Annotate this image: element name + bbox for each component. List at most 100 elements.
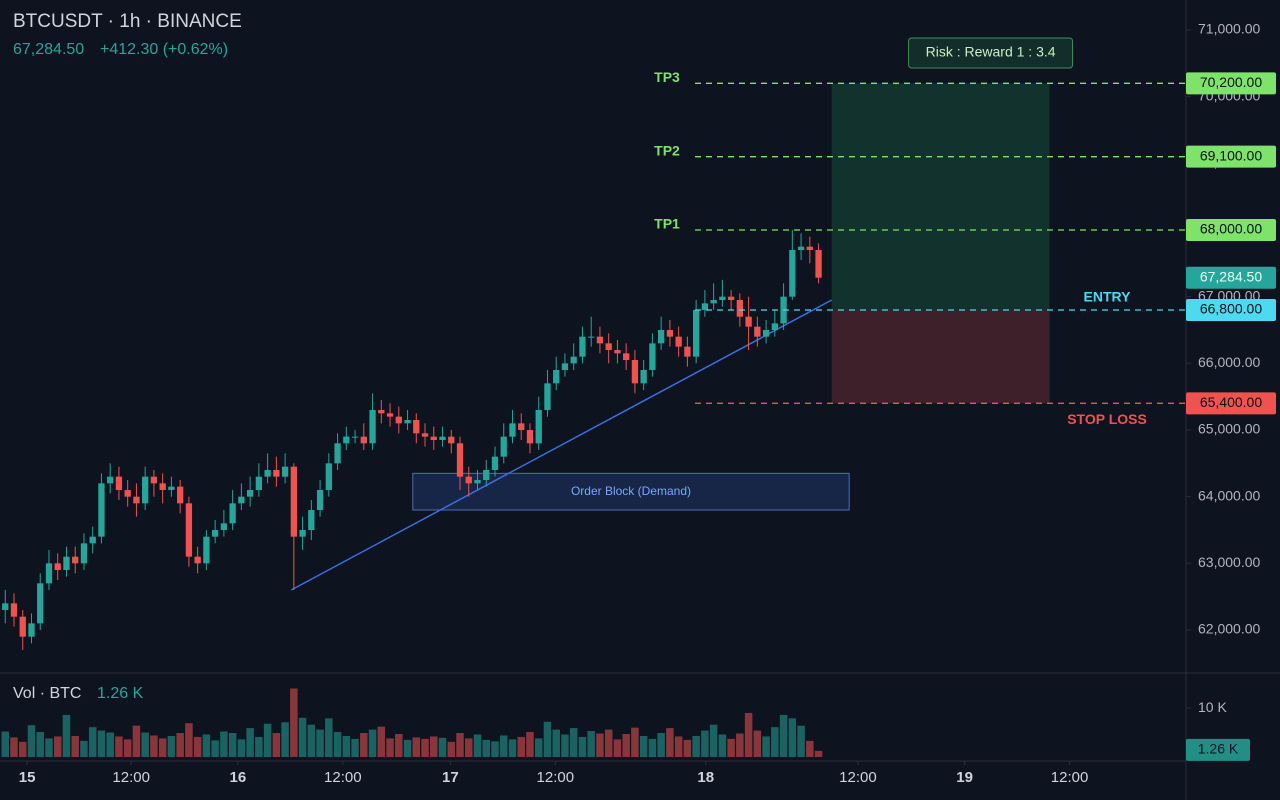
volume-bar [797,725,805,757]
candle-body [448,436,455,444]
volume-bar [342,735,351,757]
volume-bar [272,733,281,757]
volume-bar [316,729,324,757]
volume-bar [193,736,202,757]
volume-bar [456,733,464,757]
y-tick-label: 71,000.00 [1198,21,1260,37]
trendline [290,299,833,591]
volume-bar [744,712,753,757]
candle-body [526,430,534,444]
volume-bar [377,726,386,757]
volume-bar [202,734,211,757]
volume-bar [368,729,377,757]
candle-body [745,316,752,327]
level-badge [1186,392,1276,415]
candle-body [762,330,770,337]
volume-bar [648,738,657,757]
candle-body [80,543,88,564]
volume-bar [727,738,735,757]
candle-body [2,603,9,610]
price-change: +412.30 (+0.62%) [100,41,228,58]
candle-body [465,476,472,484]
y-tick-label: 64,000.00 [1198,487,1260,503]
candle-body [544,383,551,410]
y-tick-label: 62,000.00 [1198,621,1260,637]
candle-body [692,310,700,357]
volume-bar [106,732,114,757]
volume-bar [718,734,727,757]
candle-body [806,246,813,250]
volume-bar [552,729,560,757]
candle-body [386,413,394,417]
level-badge-label: 70,200.00 [1200,74,1262,90]
level-badge [1186,72,1276,95]
candle-body [570,356,577,364]
last-price: 67,284.50 [13,41,84,58]
risk-reward-box [908,37,1074,69]
volume-bar [771,727,779,757]
candle-body [246,490,254,497]
volume-bar [246,728,254,757]
volume-bar [657,733,665,757]
level-badge-label: 65,400.00 [1200,394,1262,410]
volume-bar [473,734,482,757]
candle-body [491,456,499,470]
candle-body [203,536,210,564]
candle-body [535,410,542,444]
volume-bar [325,718,333,757]
level-badge-label: 66,800.00 [1200,301,1262,317]
candle-body [133,496,140,504]
candle-body [640,370,647,384]
candle-body [553,370,560,384]
x-tick-label: 12:00 [537,769,575,786]
volume-bar [36,732,44,757]
volume-bar [80,740,88,757]
x-tick-label: 12:00 [1051,769,1089,786]
candle-body [238,496,245,504]
level-name: STOP LOSS [1067,411,1147,427]
volume-bar [281,722,289,757]
candle-body [115,476,123,490]
candle-body [430,436,437,440]
volume-bar [561,734,569,757]
x-tick-label: 19 [956,769,973,786]
candle-body [255,476,263,490]
volume-title: Vol · BTC [13,685,81,702]
candle-body [273,470,280,477]
candle-body [623,353,630,360]
symbol-title: BTCUSDT · 1h · BINANCE [13,11,242,32]
volume-bar [631,727,639,757]
candle-body [736,300,744,317]
candle-body [211,530,219,537]
candle-body [334,443,341,464]
candle-body [19,616,26,637]
candle-body [561,363,569,370]
candle-body [54,563,61,570]
volume-bar [736,733,744,757]
candle-body [771,323,778,330]
volume-bar [465,738,473,757]
candle-body [754,326,761,337]
level-name: TP2 [654,142,680,158]
volume-bar [692,735,700,757]
volume-bar [360,733,368,757]
volume-bar [71,735,79,757]
y-tick-label: 65,000.00 [1198,421,1260,437]
volume-bar [814,750,823,757]
volume-bar [709,724,718,757]
volume-bar [237,739,246,757]
volume-bar [543,721,552,757]
level-badge-label: 69,100.00 [1200,147,1262,163]
volume-bar [569,728,578,757]
candle-body [72,556,79,564]
candle-body [701,303,709,310]
volume-bar [62,714,71,757]
last-price-badge-label: 67,284.50 [1200,268,1262,284]
candle-body [605,343,612,350]
candle-body [37,583,44,624]
level-badge-label: 68,000.00 [1200,221,1262,237]
level-badge [1186,145,1276,168]
volume-bar [307,724,316,757]
volume-bar [674,736,683,757]
candle-body [369,410,376,444]
